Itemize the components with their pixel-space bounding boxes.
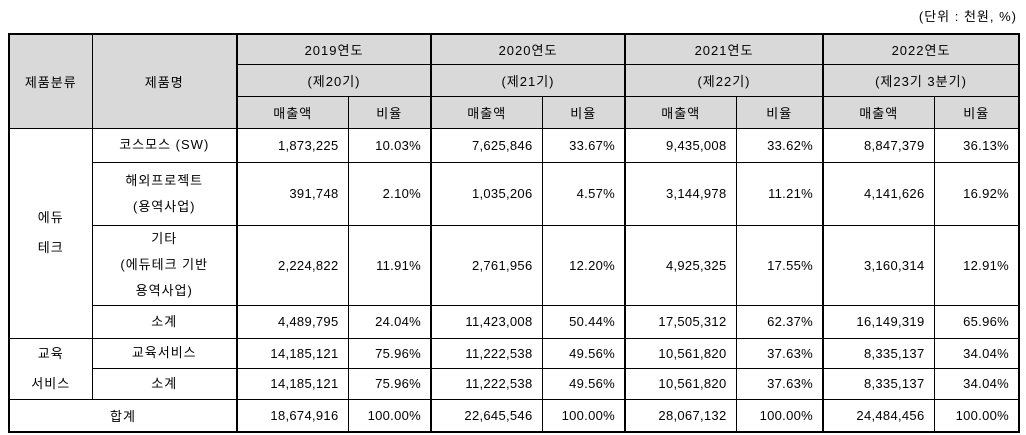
ratio-cell: 33.62% [735,127,824,163]
ratio-cell: 12.91% [933,224,1020,306]
table-row: 기타 (에듀테크 기반 용역사업) 2,224,822 11.91% 2,761… [9,224,1020,306]
table-row: 에듀 테크 코스모스 (SW) 1,873,225 10.03% 7,625,8… [8,127,1020,339]
period-header-22: (제22기) [624,63,824,97]
year-header-2019: 2019연도 [236,33,432,65]
period-header-20: (제20기) [236,63,432,97]
sales-cell: 7,625,846 [430,127,543,163]
sales-breakdown-table: 제품분류 제품명 2019연도 2020연도 2021연도 2022연도 (제2… [8,33,1020,433]
sales-cell: 4,925,325 [624,224,737,306]
total-ratio-cell: 100.00% [541,398,626,433]
sales-header: 매출액 [430,95,543,129]
sales-cell: 4,141,626 [822,161,935,226]
subtotal-label-cell: 소계 [91,368,238,400]
ratio-cell: 75.96% [347,368,432,400]
year-header-2022: 2022연도 [822,33,1020,65]
sales-cell: 16,149,319 [822,304,935,339]
subtotal-row: 소계 14,185,121 75.96% 11,222,538 49.56% 1… [9,368,1020,400]
total-ratio-cell: 100.00% [347,398,432,433]
sales-cell: 14,185,121 [236,337,349,369]
product-name-cell: 코스모스 (SW) [91,127,238,163]
ratio-header: 비율 [347,95,432,129]
total-sales-cell: 28,067,132 [624,398,737,433]
ratio-cell: 10.03% [347,127,432,163]
unit-label: (단위 : 천원, %) [918,9,1017,24]
ratio-header: 비율 [933,95,1020,129]
ratio-cell: 16.92% [933,161,1020,226]
ratio-cell: 33.67% [541,127,626,163]
ratio-cell: 2.10% [347,161,432,226]
year-header-2020: 2020연도 [430,33,626,65]
total-label-cell: 합계 [8,398,238,433]
ratio-cell: 37.63% [735,368,824,400]
ratio-cell: 34.04% [933,337,1020,369]
ratio-cell: 62.37% [735,304,824,339]
period-header-21: (제21기) [430,63,626,97]
category-cell-edutech: 에듀 테크 [8,127,93,339]
ratio-cell: 65.96% [933,304,1020,339]
ratio-cell: 24.04% [347,304,432,339]
ratio-cell: 49.56% [541,337,626,369]
sales-cell: 3,160,314 [822,224,935,306]
sales-cell: 11,222,538 [430,368,543,400]
sales-cell: 8,335,137 [822,337,935,369]
header-row-years: 제품분류 제품명 2019연도 2020연도 2021연도 2022연도 [8,33,1020,129]
ratio-header: 비율 [541,95,626,129]
subtotal-row: 소계 4,489,795 24.04% 11,423,008 50.44% 17… [9,304,1020,339]
ratio-cell: 34.04% [933,368,1020,400]
ratio-cell: 17.55% [735,224,824,306]
sales-header: 매출액 [822,95,935,129]
sales-cell: 10,561,820 [624,337,737,369]
sales-header: 매출액 [236,95,349,129]
sales-cell: 1,035,206 [430,161,543,226]
sales-cell: 1,873,225 [236,127,349,163]
total-sales-cell: 22,645,546 [430,398,543,433]
ratio-cell: 11.21% [735,161,824,226]
header-row-periods: (제20기) (제21기) (제22기) (제23기 3분기) [9,63,1020,97]
sales-cell: 17,505,312 [624,304,737,339]
sales-cell: 9,435,008 [624,127,737,163]
total-sales-cell: 24,484,456 [822,398,935,433]
category-cell-eduservice: 교육 서비스 [8,337,93,400]
total-ratio-cell: 100.00% [735,398,824,433]
ratio-cell: 50.44% [541,304,626,339]
sales-cell: 2,224,822 [236,224,349,306]
product-name-cell: 해외프로젝트 (용역사업) [91,161,238,226]
ratio-cell: 11.91% [347,224,432,306]
sales-cell: 3,144,978 [624,161,737,226]
table-row: 해외프로젝트 (용역사업) 391,748 2.10% 1,035,206 4.… [9,161,1020,226]
product-name-cell: 기타 (에듀테크 기반 용역사업) [91,224,238,306]
subtotal-label-cell: 소계 [91,304,238,339]
ratio-header: 비율 [735,95,824,129]
sales-cell: 4,489,795 [236,304,349,339]
year-header-2021: 2021연도 [624,33,824,65]
sales-cell: 391,748 [236,161,349,226]
header-product-name: 제품명 [91,33,238,129]
total-ratio-cell: 100.00% [933,398,1020,433]
sales-cell: 11,423,008 [430,304,543,339]
ratio-cell: 49.56% [541,368,626,400]
sales-cell: 8,847,379 [822,127,935,163]
sales-cell: 2,761,956 [430,224,543,306]
sales-cell: 10,561,820 [624,368,737,400]
ratio-cell: 36.13% [933,127,1020,163]
sales-cell: 8,335,137 [822,368,935,400]
header-row-measures: 매출액 비율 매출액 비율 매출액 비율 매출액 비율 [9,95,1020,129]
sales-cell: 14,185,121 [236,368,349,400]
ratio-cell: 37.63% [735,337,824,369]
ratio-cell: 12.20% [541,224,626,306]
total-sales-cell: 18,674,916 [236,398,349,433]
ratio-cell: 75.96% [347,337,432,369]
sales-cell: 11,222,538 [430,337,543,369]
sales-header: 매출액 [624,95,737,129]
product-name-cell: 교육서비스 [91,337,238,369]
total-row: 합계 18,674,916 100.00% 22,645,546 100.00%… [8,398,1020,433]
header-product-category: 제품분류 [8,33,93,129]
ratio-cell: 4.57% [541,161,626,226]
period-header-23: (제23기 3분기) [822,63,1020,97]
table-row: 교육 서비스 교육서비스 14,185,121 75.96% 11,222,53… [8,337,1020,400]
